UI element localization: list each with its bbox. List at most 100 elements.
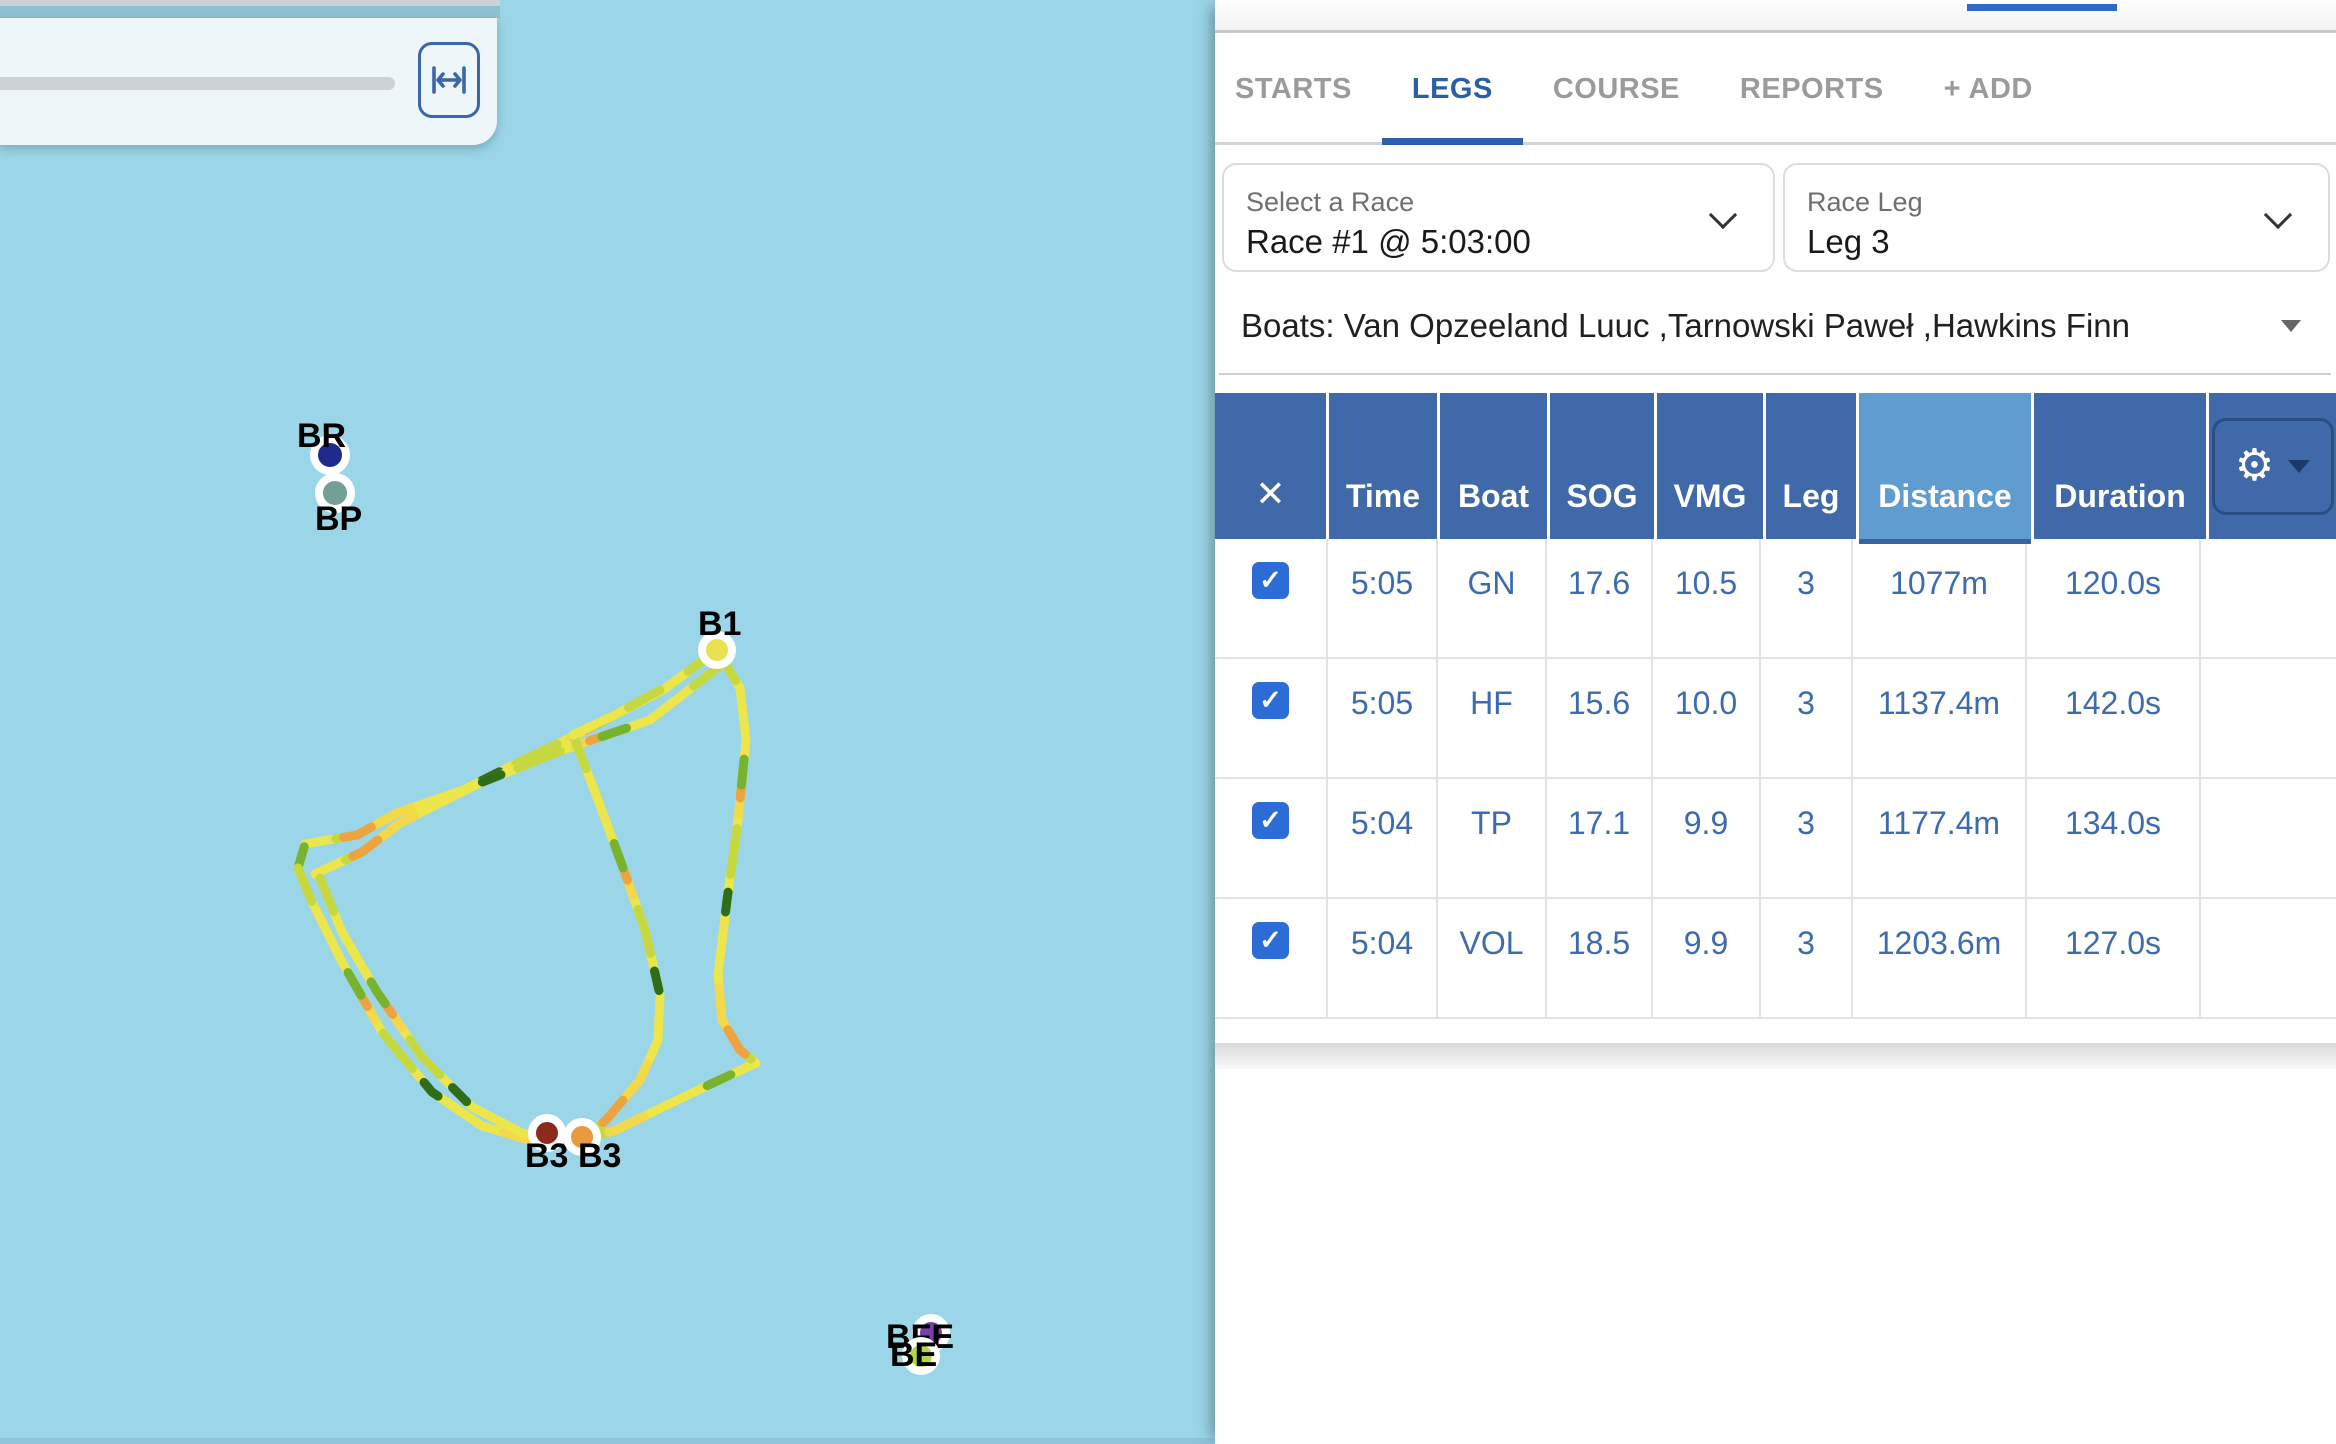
table-cell: 1077m: [1853, 539, 2025, 657]
column-header-boat[interactable]: Boat: [1440, 393, 1547, 539]
column-header-distance[interactable]: Distance: [1859, 393, 2031, 539]
table-row: ✓ 5:05 GN 17.6 10.5 3 1077m 120.0s: [1215, 539, 2336, 657]
boat-track: [293, 863, 557, 1146]
chevron-down-icon: [1708, 200, 1738, 230]
filters-row: Select a Race Race #1 @ 5:03:00 Race Leg…: [1222, 163, 2330, 272]
table-cell: 127.0s: [2027, 899, 2199, 1017]
table-cell-empty: [2201, 779, 2336, 897]
table-row: ✓ 5:04 VOL 18.5 9.9 3 1203.6m 127.0s: [1215, 899, 2336, 1017]
table-cell: 9.9: [1653, 899, 1759, 1017]
column-header-duration[interactable]: Duration: [2034, 393, 2206, 539]
row-checkbox-cell: ✓: [1215, 659, 1326, 777]
gear-icon: ⚙: [2234, 441, 2275, 490]
table-cell: 5:05: [1328, 659, 1436, 777]
legs-table-header: ✕ Time Boat SOG VMG Leg Distance Duration ⚙: [1215, 393, 2336, 539]
table-cell: 15.6: [1547, 659, 1651, 777]
mark-label-be: BE: [890, 1336, 937, 1374]
table-cell: 3: [1761, 779, 1851, 897]
table-cell-empty: [2201, 899, 2336, 1017]
row-checkbox-cell: ✓: [1215, 779, 1326, 897]
tab-legs[interactable]: LEGS: [1381, 36, 1523, 145]
mark-b1: [698, 631, 736, 669]
boats-select[interactable]: Boats: Van Opzeeland Luuc ,Tarnowski Paw…: [1219, 278, 2331, 375]
row-checkbox[interactable]: ✓: [1252, 922, 1289, 959]
timeline-panel: [0, 18, 497, 145]
row-checkbox[interactable]: ✓: [1252, 562, 1289, 599]
table-settings-button[interactable]: ⚙: [2211, 417, 2334, 515]
leg-select-label: Race Leg: [1807, 187, 1923, 217]
mark-b3: [563, 1118, 601, 1156]
column-header-settings[interactable]: ⚙: [2209, 393, 2336, 539]
table-cell: 142.0s: [2027, 659, 2199, 777]
table-row: ✓ 5:05 HF 15.6 10.0 3 1137.4m 142.0s: [1215, 659, 2336, 777]
row-checkbox-cell: ✓: [1215, 539, 1326, 657]
row-checkbox[interactable]: ✓: [1252, 682, 1289, 719]
mark-label-b1: B1: [698, 605, 741, 643]
table-cell: 10.0: [1653, 659, 1759, 777]
leg-select-value: Leg 3: [1807, 223, 1890, 260]
table-cell: 1203.6m: [1853, 899, 2025, 1017]
table-scroll-shadow: [1215, 1043, 2336, 1069]
boats-select-text: Boats: Van Opzeeland Luuc ,Tarnowski Paw…: [1241, 306, 2131, 344]
analysis-panel: STARTS LEGS COURSE REPORTS + ADD Select a Ra…: [1215, 0, 2336, 1444]
race-select-label: Select a Race: [1246, 187, 1415, 217]
mark-be: [902, 1337, 940, 1375]
map-bottom-edge: [0, 1438, 1215, 1444]
column-header-deselect[interactable]: ✕: [1215, 393, 1326, 539]
column-header-vmg[interactable]: VMG: [1657, 393, 1763, 539]
boat-track: [310, 659, 727, 879]
table-cell: 3: [1761, 539, 1851, 657]
boat-track: [293, 863, 557, 1146]
legs-table-body: ✓ 5:05 GN 17.6 10.5 3 1077m 120.0s ✓ 5:05 HF 15.6 10…: [1215, 539, 2336, 1019]
table-cell: 18.5: [1547, 899, 1651, 1017]
chevron-down-icon: [2263, 200, 2293, 230]
mark-b3: [528, 1114, 566, 1152]
tab-starts[interactable]: STARTS: [1235, 72, 1352, 105]
legs-table: ✕ Time Boat SOG VMG Leg Distance Duration ⚙ ✓ 5:0…: [1215, 393, 2336, 1019]
mark-label-bp: BP: [315, 500, 362, 538]
table-cell: 9.9: [1653, 779, 1759, 897]
timeline-sub-strip: [0, 6, 500, 18]
table-cell: GN: [1438, 539, 1545, 657]
table-cell: 17.6: [1547, 539, 1651, 657]
table-cell: VOL: [1438, 899, 1545, 1017]
table-cell: 3: [1761, 659, 1851, 777]
race-select[interactable]: Select a Race Race #1 @ 5:03:00: [1222, 163, 1775, 272]
boat-track: [568, 685, 665, 740]
table-cell: 120.0s: [2027, 539, 2199, 657]
race-select-value: Race #1 @ 5:03:00: [1246, 223, 1531, 260]
timeline-top-strip: [0, 0, 500, 6]
table-cell-empty: [2201, 539, 2336, 657]
row-checkbox[interactable]: ✓: [1252, 802, 1289, 839]
tab-reports[interactable]: REPORTS: [1739, 72, 1884, 105]
table-cell: 5:04: [1328, 779, 1436, 897]
column-header-sog[interactable]: SOG: [1550, 393, 1654, 539]
table-cell: 1177.4m: [1853, 779, 2025, 897]
fit-range-button[interactable]: [418, 42, 480, 118]
boat-tracks: [293, 645, 761, 1146]
mark-label-b3: B3: [578, 1137, 621, 1175]
table-cell: 5:05: [1328, 539, 1436, 657]
boat-track: [315, 873, 563, 1146]
column-header-leg[interactable]: Leg: [1766, 393, 1856, 539]
table-row: ✓ 5:04 TP 17.1 9.9 3 1177.4m 134.0s: [1215, 779, 2336, 897]
table-cell: HF: [1438, 659, 1545, 777]
timeline-slider[interactable]: [0, 77, 395, 90]
fit-horizontal-icon: [429, 63, 469, 97]
boat-track: [568, 730, 665, 1141]
chevron-down-icon: [2288, 459, 2311, 473]
table-cell: 1137.4m: [1853, 659, 2025, 777]
tab-add[interactable]: + ADD: [1943, 72, 2033, 105]
leg-select[interactable]: Race Leg Leg 3: [1783, 163, 2330, 272]
table-cell: 5:04: [1328, 899, 1436, 1017]
row-checkbox-cell: ✓: [1215, 899, 1326, 1017]
table-cell-empty: [2201, 659, 2336, 777]
table-cell: 3: [1761, 899, 1851, 1017]
race-map[interactable]: BR BP B1 B3 B3 BFE BE: [0, 0, 1215, 1444]
tab-course[interactable]: COURSE: [1552, 72, 1680, 105]
section-tabs: STARTS LEGS COURSE REPORTS + ADD: [1215, 36, 2336, 145]
column-header-time[interactable]: Time: [1329, 393, 1437, 539]
